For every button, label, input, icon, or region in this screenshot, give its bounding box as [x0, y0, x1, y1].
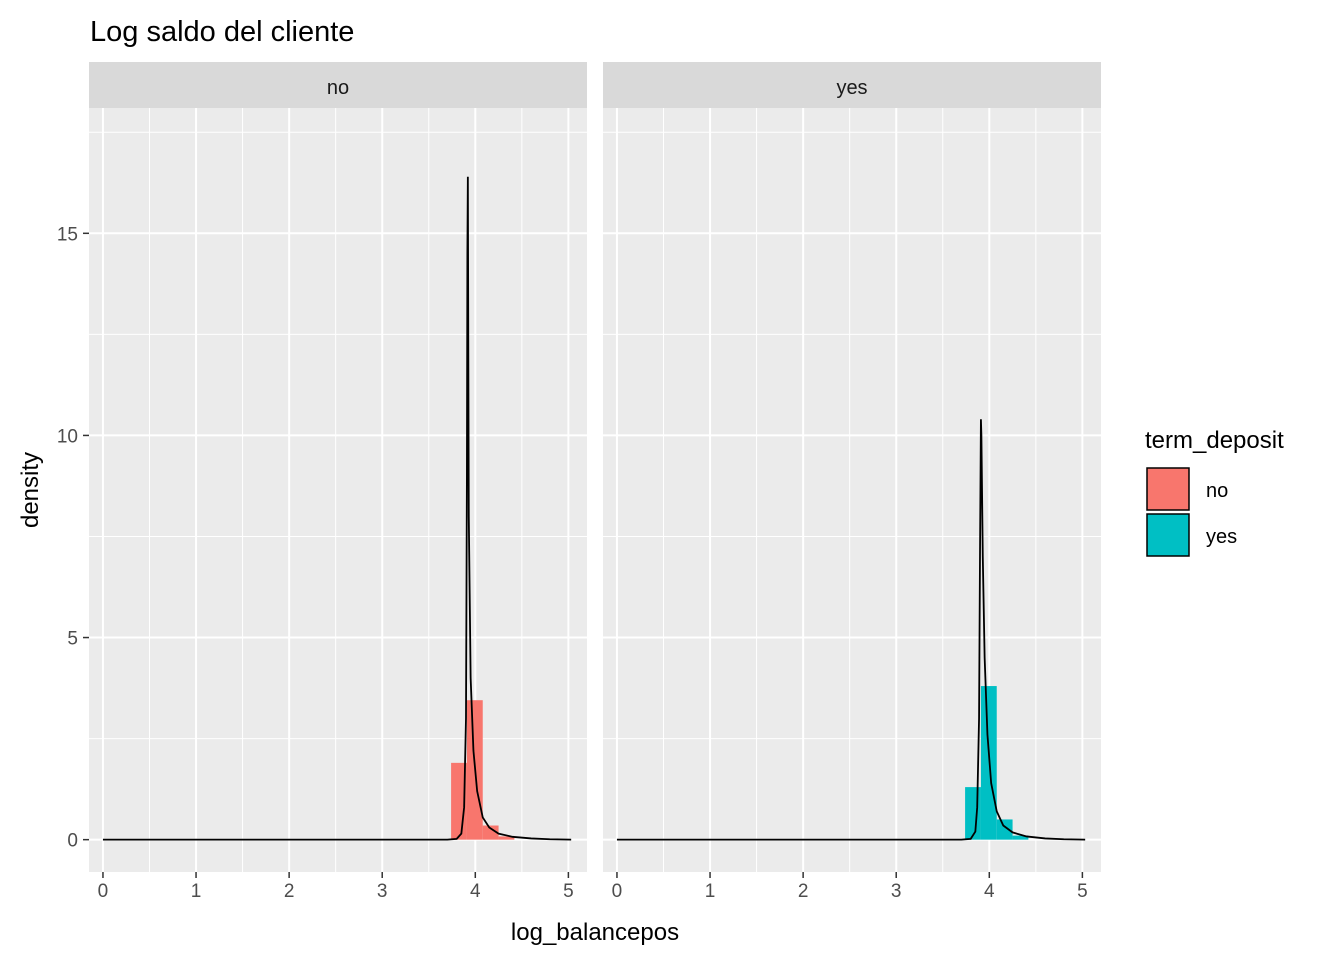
facet-panel-no: no 0 1 2 3 4 5 0 5 10 15: [57, 62, 587, 902]
legend: term_deposit no yes: [1145, 427, 1284, 557]
panel-background: [89, 108, 587, 872]
x-tick-label: 0: [98, 881, 109, 902]
legend-label: yes: [1206, 526, 1237, 548]
x-tick-label: 0: [612, 881, 623, 902]
x-tick-label: 4: [984, 881, 995, 902]
x-tick-label: 2: [284, 881, 295, 902]
facet-panel-yes: yes 0 1 2 3 4 5: [603, 62, 1101, 902]
legend-label: no: [1206, 480, 1228, 502]
legend-swatch-yes: [1146, 513, 1190, 557]
legend-swatch-no: [1146, 467, 1190, 511]
y-axis-label: density: [17, 452, 44, 528]
x-axis-label: log_balancepos: [511, 919, 679, 946]
facet-strip-label: no: [327, 77, 349, 99]
x-tick-label: 5: [1077, 881, 1088, 902]
histogram-bar: [498, 836, 515, 840]
x-tick-label: 3: [377, 881, 388, 902]
y-tick-label: 0: [67, 831, 78, 852]
x-tick-label: 1: [191, 881, 202, 902]
histogram-bar: [1012, 835, 1029, 840]
x-tick-label: 5: [563, 881, 574, 902]
density-curve: [616, 419, 1086, 841]
panel-background: [603, 108, 1101, 872]
histogram-bar: [965, 787, 981, 840]
histogram-bar: [482, 825, 499, 840]
facet-panels: no 0 1 2 3 4 5 0 5 10 15 yes 0 1 2 3 4 5: [57, 62, 1101, 902]
x-tick-label: 2: [798, 881, 809, 902]
facet-strip-yes: [603, 62, 1101, 108]
legend-keys: no yes: [1146, 467, 1237, 557]
x-tick-label: 1: [705, 881, 716, 902]
y-tick-label: 15: [57, 224, 78, 245]
x-tick-label: 4: [470, 881, 481, 902]
density-curve: [102, 176, 572, 841]
y-tick-label: 10: [57, 426, 78, 447]
chart-title: Log saldo del cliente: [90, 16, 354, 48]
histogram-bar: [996, 819, 1013, 840]
y-tick-label: 5: [67, 629, 78, 650]
facet-strip-no: [89, 62, 587, 108]
facet-strip-label: yes: [836, 77, 867, 99]
x-tick-label: 3: [891, 881, 902, 902]
legend-title: term_deposit: [1145, 427, 1284, 454]
